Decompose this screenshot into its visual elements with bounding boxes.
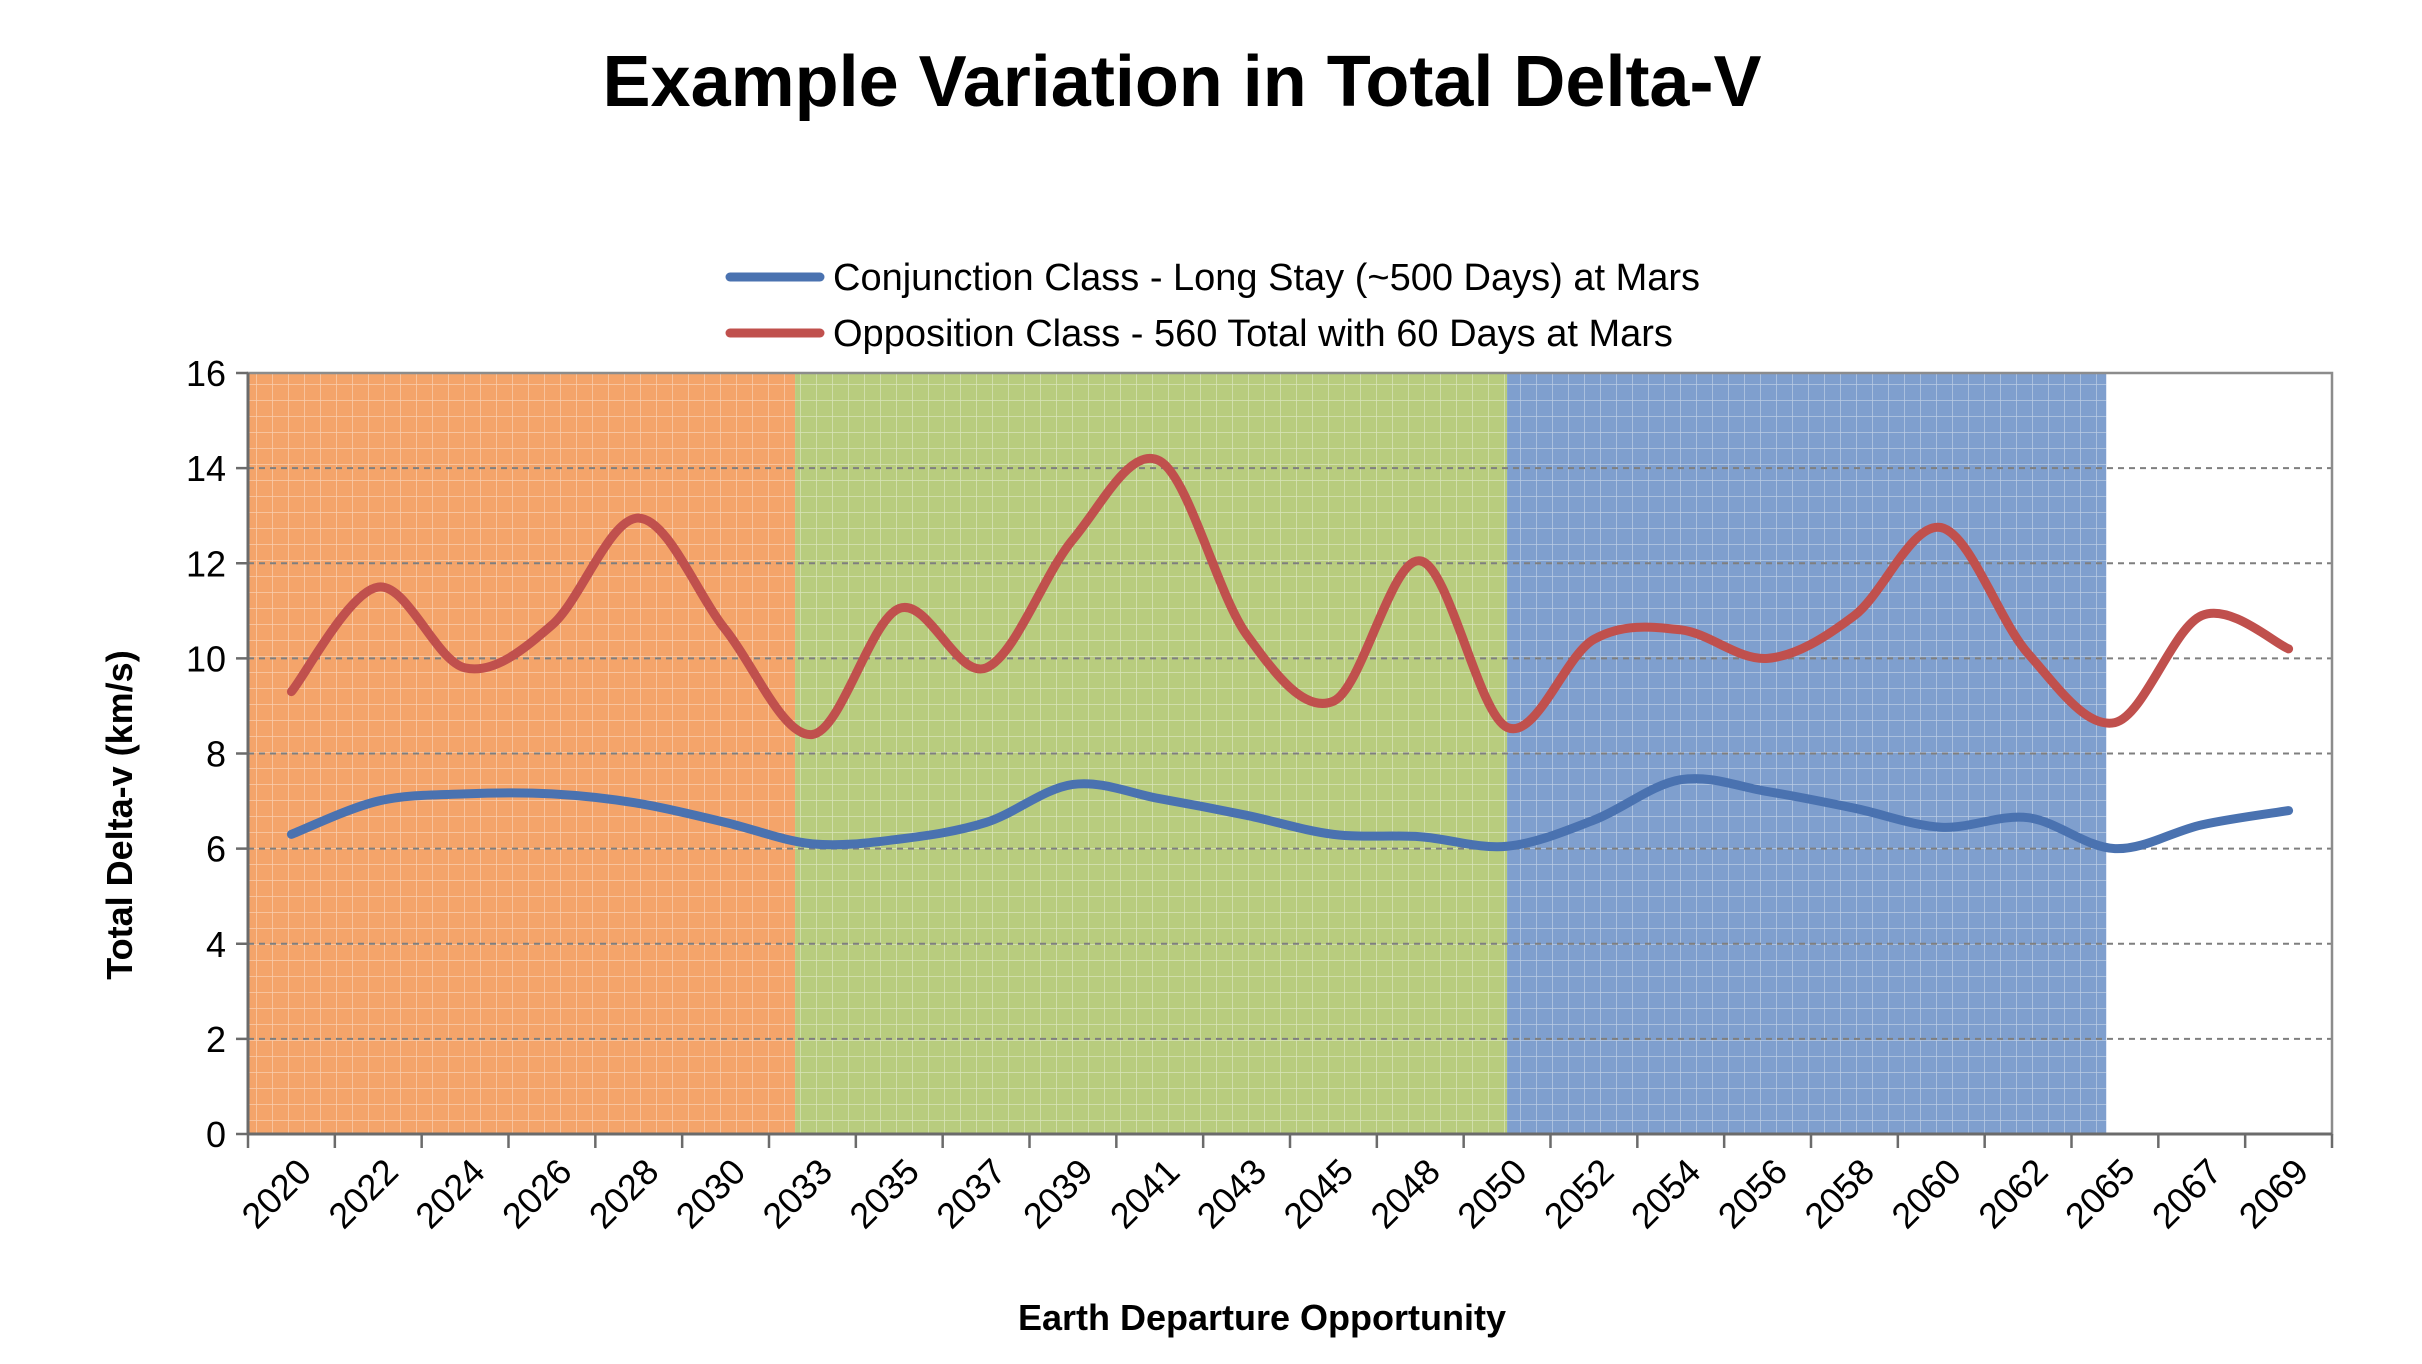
x-tick-label-2045: 2045 [1275, 1151, 1361, 1237]
x-tick-label-2052: 2052 [1536, 1151, 1622, 1237]
x-tick-label-2033: 2033 [754, 1151, 840, 1237]
chart-title: Example Variation in Total Delta-V [603, 42, 1762, 122]
x-tick-label-2022: 2022 [320, 1151, 406, 1237]
x-axis-title: Earth Departure Opportunity [1018, 1297, 1506, 1338]
x-tick-label-2050: 2050 [1449, 1151, 1535, 1237]
y-tick-label-6: 6 [206, 829, 226, 870]
x-tick-label-2020: 2020 [233, 1151, 319, 1237]
x-tick-labels: 2020 2022 2024 2026 2028 2030 2033 2035 2037 2039… [233, 1134, 2334, 1237]
y-tick-label-4: 4 [206, 924, 226, 965]
y-tick-label-14: 14 [186, 448, 226, 489]
band-grid-2 [1507, 373, 2107, 1134]
x-tick-label-2028: 2028 [581, 1151, 667, 1237]
x-tick-label-2058: 2058 [1796, 1151, 1882, 1237]
x-tick-label-2067: 2067 [2144, 1151, 2230, 1237]
x-tick-label-2056: 2056 [1710, 1151, 1796, 1237]
y-tick-label-0: 0 [206, 1114, 226, 1155]
x-tick-label-2037: 2037 [928, 1151, 1014, 1237]
y-tick-label-16: 16 [186, 353, 226, 394]
x-tick-label-2030: 2030 [668, 1151, 754, 1237]
y-axis-title: Total Delta-v (km/s) [99, 650, 140, 979]
x-tick-label-2062: 2062 [1970, 1151, 2056, 1237]
series-line-0 [286, 774, 2294, 854]
x-tick-label-2065: 2065 [2057, 1151, 2143, 1237]
legend-label-opposition: Opposition Class - 560 Total with 60 Day… [833, 313, 1673, 355]
x-tick-label-2069: 2069 [2231, 1151, 2317, 1237]
y-tick-label-10: 10 [186, 638, 226, 679]
x-tick-label-2060: 2060 [1883, 1151, 1969, 1237]
x-tick-label-2039: 2039 [1015, 1151, 1101, 1237]
x-tick-label-2048: 2048 [1362, 1151, 1448, 1237]
y-tick-labels: 0 2 4 6 8 10 12 14 16 [186, 353, 248, 1155]
legend-label-conjunction: Conjunction Class - Long Stay (~500 Days… [833, 257, 1700, 299]
x-tick-label-2054: 2054 [1623, 1151, 1709, 1237]
series-lines [286, 454, 2294, 854]
y-tick-label-12: 12 [186, 543, 226, 584]
y-tick-label-8: 8 [206, 734, 226, 775]
x-tick-label-2024: 2024 [407, 1151, 493, 1237]
y-tick-label-2: 2 [206, 1019, 226, 1060]
legend: Conjunction Class - Long Stay (~500 Days… [725, 257, 1700, 355]
x-tick-label-2043: 2043 [1189, 1151, 1275, 1237]
series-line-1 [286, 454, 2294, 739]
x-tick-label-2035: 2035 [841, 1151, 927, 1237]
x-tick-label-2026: 2026 [494, 1151, 580, 1237]
x-tick-label-2041: 2041 [1102, 1151, 1188, 1237]
